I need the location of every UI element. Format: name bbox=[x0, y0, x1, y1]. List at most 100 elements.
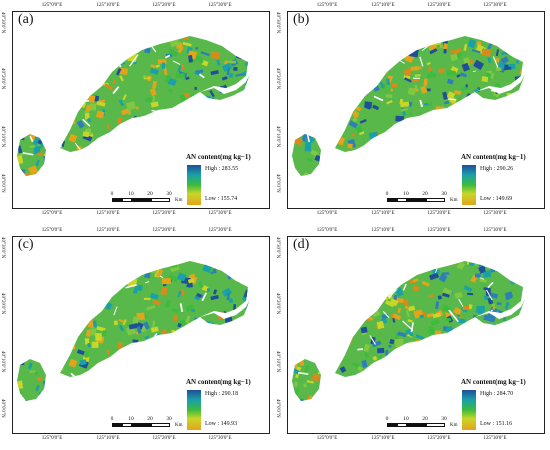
field-patch bbox=[218, 125, 225, 134]
field-patch bbox=[399, 161, 404, 166]
field-patch bbox=[510, 97, 519, 106]
field-patch bbox=[520, 36, 525, 42]
field-patch bbox=[344, 284, 351, 290]
field-patch bbox=[317, 113, 326, 118]
channel-line bbox=[214, 141, 221, 153]
field-patch bbox=[31, 294, 41, 303]
field-patch bbox=[247, 283, 250, 288]
field-patch bbox=[136, 106, 139, 110]
channel-line bbox=[297, 371, 309, 375]
field-patch bbox=[448, 261, 455, 266]
field-patch bbox=[398, 159, 407, 167]
scale-label: 10 bbox=[128, 191, 134, 197]
field-patch bbox=[403, 67, 413, 77]
field-patch bbox=[212, 364, 224, 375]
field-patch bbox=[471, 48, 481, 54]
field-patch bbox=[449, 130, 455, 137]
field-patch bbox=[334, 273, 342, 279]
field-patch bbox=[368, 56, 375, 66]
field-patch bbox=[421, 396, 425, 401]
field-patch bbox=[47, 141, 56, 150]
field-patch bbox=[425, 394, 431, 399]
field-patch bbox=[253, 87, 260, 93]
channel-line bbox=[458, 298, 464, 307]
field-patch bbox=[491, 356, 498, 363]
field-patch bbox=[228, 298, 233, 303]
field-patch bbox=[226, 67, 231, 76]
field-patch bbox=[128, 163, 133, 168]
field-patch bbox=[87, 56, 94, 64]
field-patch bbox=[76, 45, 80, 51]
field-patch bbox=[29, 145, 36, 148]
field-patch bbox=[306, 96, 316, 104]
field-patch bbox=[524, 261, 525, 267]
field-patch bbox=[468, 128, 473, 137]
field-patch bbox=[242, 315, 250, 322]
field-patch bbox=[122, 94, 127, 101]
field-patch bbox=[392, 313, 402, 321]
field-patch bbox=[389, 338, 395, 345]
field-patch bbox=[450, 126, 459, 133]
field-patch bbox=[446, 78, 454, 85]
field-patch bbox=[449, 50, 459, 54]
field-patch bbox=[475, 397, 486, 401]
field-patch bbox=[193, 99, 201, 106]
field-patch bbox=[54, 118, 65, 129]
field-patch bbox=[387, 344, 392, 348]
field-patch bbox=[390, 88, 394, 92]
field-patch bbox=[113, 364, 120, 371]
legend-color-ramp bbox=[187, 390, 201, 430]
field-patch bbox=[32, 136, 40, 146]
field-patch bbox=[402, 388, 410, 393]
field-patch bbox=[463, 43, 468, 51]
field-patch bbox=[216, 340, 220, 345]
field-patch bbox=[514, 76, 521, 81]
field-patch bbox=[355, 281, 363, 289]
field-patch bbox=[456, 318, 466, 324]
field-patch bbox=[17, 293, 18, 302]
field-patch bbox=[128, 399, 132, 401]
field-patch bbox=[474, 273, 481, 278]
field-patch bbox=[332, 263, 341, 272]
field-patch bbox=[17, 68, 18, 77]
field-patch bbox=[49, 263, 60, 272]
field-patch bbox=[308, 75, 314, 80]
field-patch bbox=[378, 61, 387, 69]
field-patch bbox=[132, 377, 141, 381]
field-patch bbox=[70, 91, 79, 100]
field-patch bbox=[169, 136, 177, 143]
panel-label: (a) bbox=[18, 12, 34, 27]
field-patch bbox=[432, 312, 442, 319]
channel-line bbox=[382, 311, 390, 319]
field-patch bbox=[132, 285, 140, 295]
field-patch bbox=[65, 316, 74, 326]
field-patch bbox=[417, 176, 424, 181]
channel-line bbox=[165, 54, 171, 59]
field-patch bbox=[383, 363, 387, 370]
field-patch bbox=[92, 63, 98, 69]
channel-line bbox=[487, 281, 494, 289]
panel-label: (b) bbox=[293, 12, 310, 27]
field-patch bbox=[64, 39, 71, 44]
field-patch bbox=[212, 363, 216, 368]
scale-segment bbox=[122, 198, 132, 202]
field-patch bbox=[350, 387, 359, 396]
field-patch bbox=[503, 111, 509, 117]
field-patch bbox=[44, 321, 52, 327]
field-patch bbox=[479, 278, 488, 283]
field-patch bbox=[72, 394, 79, 399]
field-patch bbox=[292, 134, 296, 139]
channel-line bbox=[145, 281, 150, 284]
field-patch bbox=[82, 310, 86, 316]
field-patch bbox=[311, 373, 321, 383]
field-patch bbox=[453, 90, 462, 95]
channel-line bbox=[150, 400, 156, 401]
field-patch bbox=[210, 295, 219, 301]
field-patch bbox=[323, 344, 333, 352]
field-patch bbox=[378, 36, 388, 41]
field-patch bbox=[329, 151, 337, 157]
bottom-tick-label: 125°0'0"E bbox=[316, 436, 338, 441]
field-patch bbox=[170, 263, 178, 268]
field-patch bbox=[166, 387, 172, 393]
field-patch bbox=[525, 76, 532, 85]
